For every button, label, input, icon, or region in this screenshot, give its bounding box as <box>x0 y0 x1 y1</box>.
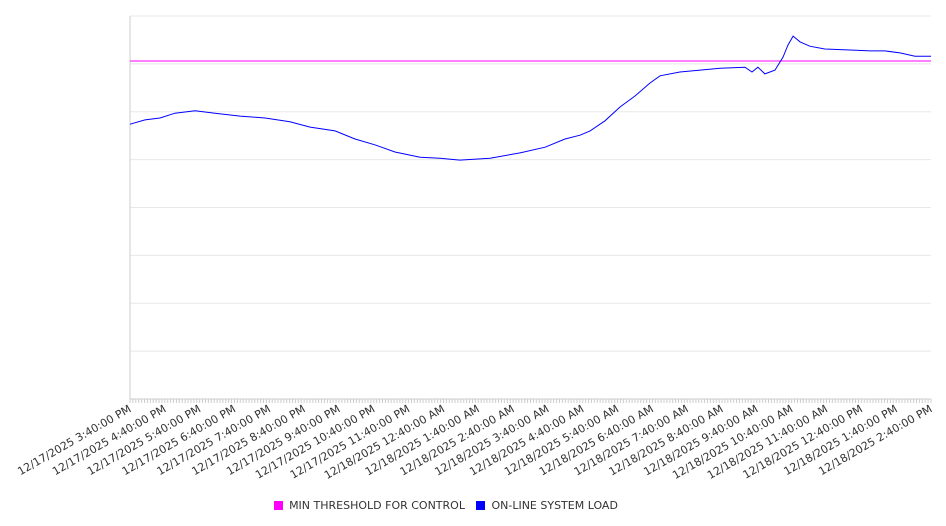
legend-label-load: ON-LINE SYSTEM LOAD <box>491 499 618 512</box>
legend-item-load[interactable]: ON-LINE SYSTEM LOAD <box>476 499 618 512</box>
load-swatch <box>476 501 486 510</box>
legend-item-threshold[interactable]: MIN THRESHOLD FOR CONTROL <box>274 499 465 512</box>
threshold-swatch <box>274 501 284 510</box>
legend: MIN THRESHOLD FOR CONTROL ON-LINE SYSTEM… <box>0 499 892 513</box>
legend-label-threshold: MIN THRESHOLD FOR CONTROL <box>289 499 465 512</box>
system-load-line <box>129 35 931 161</box>
